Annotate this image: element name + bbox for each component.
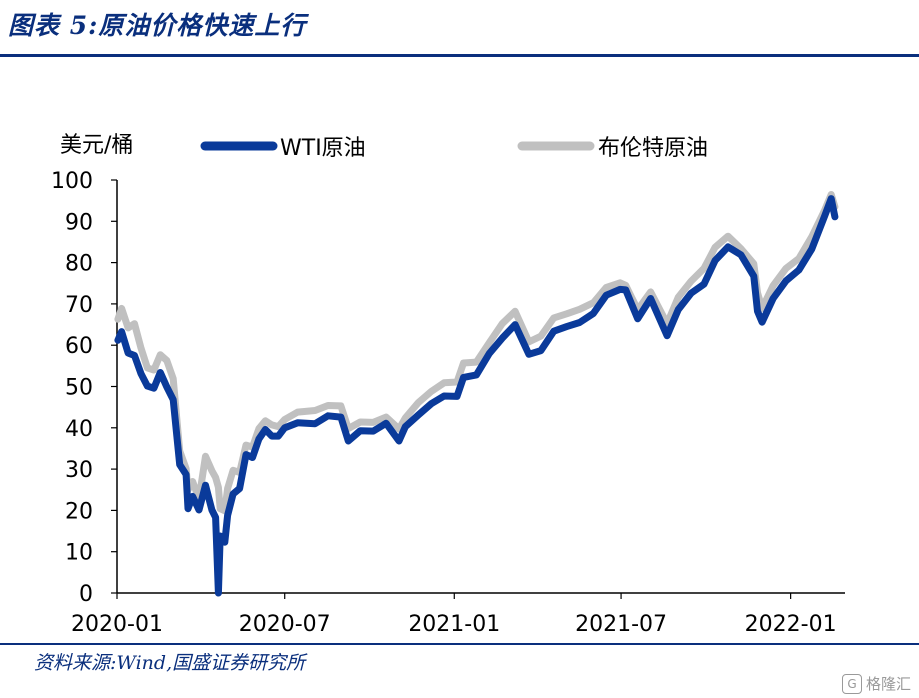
y-tick-label: 10 [65,541,93,566]
source-note: 资料来源:Wind,国盛证券研究所 [34,652,306,674]
chart-axes: 0 10 20 30 40 50 60 70 80 90 100 2020-01 2020-07 2021… [51,169,845,637]
watermark-text: 格隆汇 [865,675,911,693]
series-line-brent [114,191,839,515]
x-tick-label: 2020-01 [71,612,163,637]
y-tick-label: 50 [65,376,93,401]
y-tick-label: 90 [65,210,93,235]
y-tick-label: 60 [65,334,93,359]
y-tick-label: 40 [65,417,93,442]
watermark-logo-icon: G [841,673,862,694]
y-tick-label: 20 [65,499,93,524]
y-tick-label: 80 [65,252,93,277]
legend-label-wti: WTI原油 [280,136,366,161]
series-layer [114,191,839,597]
y-tick-label: 100 [51,169,93,194]
series-line-wti [114,195,839,597]
title-divider [0,54,919,57]
x-tick-label: 2022-01 [745,612,837,637]
footer-divider [0,643,919,645]
y-tick-label: 30 [65,458,93,483]
watermark: G 格隆汇 [841,673,911,694]
figure-title: 图表 5:原油价格快速上行 [8,11,307,40]
legend-label-brent: 布伦特原油 [598,136,708,161]
chart-legend: WTI原油 布伦特原油 [200,136,708,161]
x-tick-label: 2021-07 [575,612,667,637]
x-tick-label: 2021-01 [408,612,500,637]
y-axis-unit-label: 美元/桶 [60,133,133,158]
y-tick-label: 70 [65,293,93,318]
x-tick-label: 2020-07 [239,612,331,637]
y-tick-label: 0 [79,582,93,607]
oil-price-line-chart: 0 10 20 30 40 50 60 70 80 90 100 2020-01 2020-07 2021… [51,133,845,637]
